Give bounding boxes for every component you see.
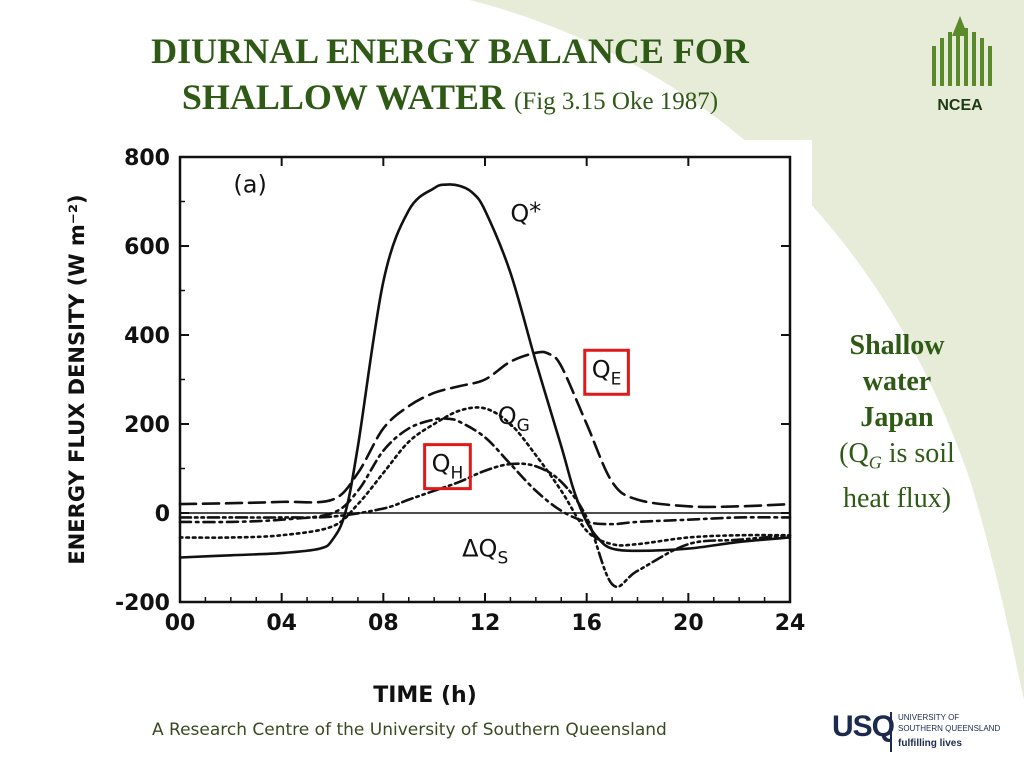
usq-wordmark: USQ bbox=[832, 710, 895, 743]
footer-text: A Research Centre of the University of S… bbox=[152, 720, 667, 740]
usq-tagline: fulfilling lives bbox=[898, 738, 962, 749]
title-citation: (Fig 3.15 Oke 1987) bbox=[513, 88, 719, 115]
y-tick-label: -200 bbox=[115, 591, 170, 616]
usq-name-line-2: SOUTHERN QUEENSLAND bbox=[898, 724, 1001, 733]
series-label: ΔQS bbox=[462, 535, 508, 569]
x-tick-label: 12 bbox=[470, 611, 501, 636]
series-line bbox=[178, 417, 792, 526]
chart-panel: 00 04 08 12 16 20 24 -200 0 200 400 600 800 TIME (h) E… bbox=[52, 140, 812, 720]
ncea-logo-text: NCEA bbox=[937, 97, 983, 114]
usq-divider bbox=[890, 712, 892, 752]
side-note-line-2: heat flux) bbox=[842, 482, 952, 514]
side-line-2: water bbox=[862, 366, 932, 397]
x-tick-label: 20 bbox=[673, 611, 704, 636]
y-tick-label: 600 bbox=[124, 235, 170, 260]
series-label: QG bbox=[498, 402, 530, 436]
usq-university-name: UNIVERSITY OF SOUTHERN QUEENSLAND bbox=[898, 712, 1008, 734]
series-label: Q* bbox=[510, 198, 541, 228]
series-line bbox=[178, 183, 792, 559]
slide-title: DIURNAL ENERGY BALANCE FOR SHALLOW WATER… bbox=[80, 28, 820, 125]
side-note-line-1: (QG is soil bbox=[812, 436, 982, 481]
ncea-logo: NCEA bbox=[932, 16, 992, 114]
usq-name-line-1: UNIVERSITY OF bbox=[898, 713, 960, 722]
series-line bbox=[178, 406, 792, 547]
side-line-3: Japan bbox=[860, 402, 934, 433]
y-tick-label: 800 bbox=[124, 146, 170, 171]
x-axis-label: TIME (h) bbox=[373, 683, 477, 708]
side-line-1: Shallow bbox=[849, 330, 945, 361]
side-note-prefix: (Q bbox=[839, 438, 869, 469]
x-tick-label: 00 bbox=[165, 611, 196, 636]
series-line bbox=[178, 462, 792, 589]
x-tick-label: 08 bbox=[368, 611, 399, 636]
y-tick-label: 400 bbox=[124, 324, 170, 349]
highlight-box bbox=[423, 443, 472, 491]
energy-balance-chart: 00 04 08 12 16 20 24 -200 0 200 400 600 800 TIME (h) E… bbox=[65, 146, 806, 708]
y-tick-label: 0 bbox=[155, 502, 170, 527]
title-line-2: SHALLOW WATER (Fig 3.15 Oke 1987) bbox=[80, 74, 820, 125]
series-line bbox=[178, 350, 792, 509]
side-note-sub: G bbox=[868, 452, 882, 473]
side-note-suffix: is soil bbox=[881, 438, 955, 469]
series-label: QE bbox=[592, 355, 622, 389]
y-axis-label: ENERGY FLUX DENSITY (W m⁻²) bbox=[65, 194, 89, 564]
title-line-2-text: SHALLOW WATER bbox=[181, 77, 505, 117]
series-label: QH bbox=[432, 450, 464, 484]
panel-label: (a) bbox=[233, 171, 266, 199]
usq-logo: USQ UNIVERSITY OF SOUTHERN QUEENSLAND ful… bbox=[832, 708, 1012, 756]
title-line-1: DIURNAL ENERGY BALANCE FOR bbox=[151, 31, 749, 71]
x-tick-label: 24 bbox=[775, 611, 806, 636]
x-tick-label: 04 bbox=[266, 611, 297, 636]
side-annotation: Shallow water Japan (QG is soil heat flu… bbox=[812, 328, 982, 517]
highlight-box bbox=[583, 348, 630, 396]
x-tick-label: 16 bbox=[571, 611, 602, 636]
y-tick-label: 200 bbox=[124, 413, 170, 438]
